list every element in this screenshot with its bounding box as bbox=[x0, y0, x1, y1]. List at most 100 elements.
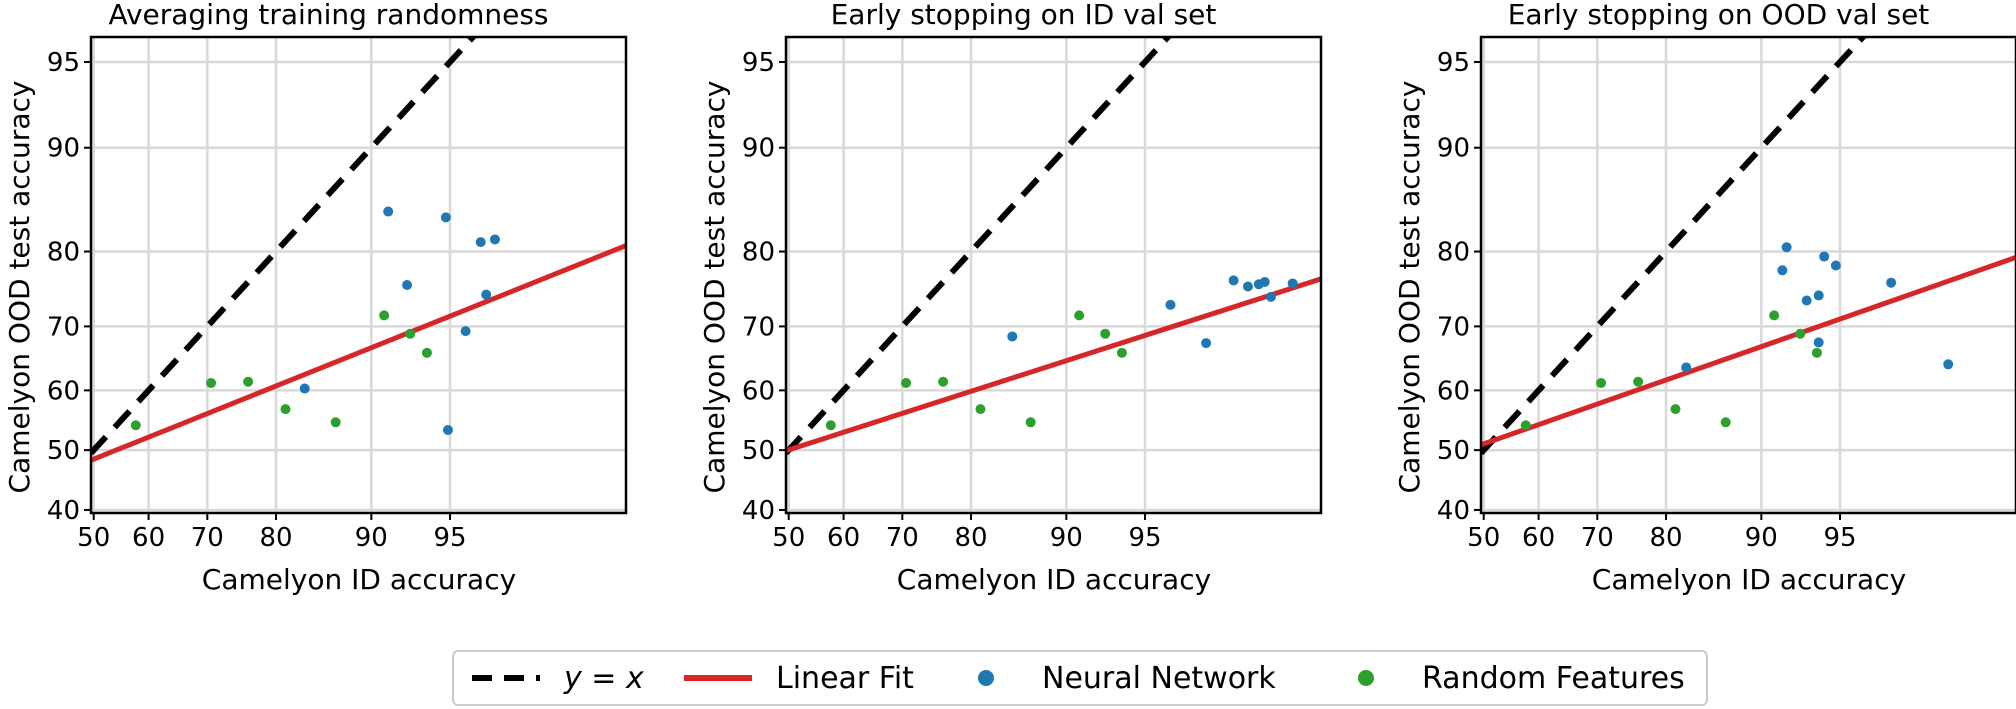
x-tick-label: 95 bbox=[1128, 523, 1161, 553]
neural-network-point bbox=[460, 326, 471, 337]
random-features-point bbox=[243, 376, 254, 387]
neural-network-point bbox=[402, 279, 413, 290]
x-tick-label: 70 bbox=[1581, 523, 1614, 553]
y-tick-label: 80 bbox=[47, 238, 80, 268]
random-features-point bbox=[1100, 328, 1111, 339]
x-tick-label: 70 bbox=[191, 523, 224, 553]
random-features-point bbox=[405, 328, 416, 339]
x-tick-label: 90 bbox=[355, 523, 388, 553]
neural-network-point bbox=[475, 237, 486, 248]
x-tick-label: 60 bbox=[827, 523, 860, 553]
neural-network-point bbox=[442, 425, 453, 436]
neural-network-point bbox=[1007, 331, 1018, 342]
y-tick-label: 95 bbox=[742, 48, 775, 78]
x-tick-label: 50 bbox=[772, 523, 805, 553]
linear-fit-line bbox=[91, 243, 626, 463]
y-tick-label: 40 bbox=[1437, 496, 1470, 526]
legend-neural-label: Neural Network bbox=[1042, 660, 1276, 696]
random-features-point bbox=[1795, 328, 1806, 339]
neural-network-point bbox=[440, 212, 451, 223]
neural-network-point bbox=[1265, 291, 1276, 302]
neural-network-point bbox=[1777, 265, 1788, 276]
plot-area bbox=[1481, 37, 2016, 456]
neural-network-point bbox=[481, 289, 492, 300]
linear-fit-line bbox=[1481, 255, 2016, 448]
legend-item-random: Random Features bbox=[1354, 652, 1685, 704]
random-features-point bbox=[1670, 404, 1681, 415]
legend-item-identity: y = x bbox=[470, 652, 644, 704]
y-tick-label: 70 bbox=[742, 312, 775, 342]
y-tick-label: 40 bbox=[742, 496, 775, 526]
y-tick-label: 70 bbox=[47, 312, 80, 342]
random-features-point bbox=[1116, 347, 1127, 358]
y-axis-label: Camelyon OOD test accuracy bbox=[1393, 81, 1426, 494]
neural-network-point bbox=[489, 234, 500, 245]
neural-network-point bbox=[1781, 242, 1792, 253]
y-tick-label: 50 bbox=[1437, 436, 1470, 466]
y-tick-label: 60 bbox=[1437, 376, 1470, 406]
x-tick-label: 80 bbox=[259, 523, 292, 553]
random-features-point bbox=[1720, 417, 1731, 428]
neural-network-point bbox=[1242, 281, 1253, 292]
y-tick-label: 50 bbox=[742, 436, 775, 466]
legend-fit-label: Linear Fit bbox=[776, 660, 914, 696]
random-features-point bbox=[1074, 310, 1085, 321]
x-tick-label: 80 bbox=[954, 523, 987, 553]
y-tick-label: 70 bbox=[1437, 312, 1470, 342]
identity-line bbox=[786, 37, 1173, 456]
y-tick-label: 95 bbox=[1437, 48, 1470, 78]
random-features-point bbox=[1596, 378, 1607, 389]
random-features-point bbox=[1769, 310, 1780, 321]
y-tick-label: 50 bbox=[47, 436, 80, 466]
chart-title: Early stopping on ID val set bbox=[831, 0, 1217, 31]
y-tick-label: 90 bbox=[742, 134, 775, 164]
linear-fit-line bbox=[786, 276, 1321, 454]
random-features-point bbox=[825, 420, 836, 431]
legend-item-neural: Neural Network bbox=[974, 652, 1276, 704]
identity-line bbox=[91, 37, 478, 456]
y-tick-label: 90 bbox=[47, 134, 80, 164]
neural-network-point bbox=[1801, 295, 1812, 306]
neural-network-point bbox=[1201, 338, 1212, 349]
x-axis-label: Camelyon ID accuracy bbox=[202, 563, 516, 596]
neural-network-point bbox=[299, 383, 310, 394]
neural-network-point bbox=[1681, 362, 1692, 373]
plot-frame bbox=[89, 35, 628, 515]
neural-network-point bbox=[1813, 290, 1824, 301]
dashed-line-icon bbox=[472, 675, 540, 681]
x-tick-label: 50 bbox=[1467, 523, 1500, 553]
x-axis-label: Camelyon ID accuracy bbox=[897, 563, 1211, 596]
y-tick-label: 60 bbox=[47, 376, 80, 406]
y-tick-label: 80 bbox=[1437, 238, 1470, 268]
neural-network-point bbox=[1287, 278, 1298, 289]
chart-title: Averaging training randomness bbox=[108, 0, 548, 31]
y-axis-label: Camelyon OOD test accuracy bbox=[3, 81, 36, 494]
y-axis-label: Camelyon OOD test accuracy bbox=[698, 81, 731, 494]
neural-network-point bbox=[1830, 260, 1841, 271]
x-axis-label: Camelyon ID accuracy bbox=[1592, 563, 1906, 596]
plot-area bbox=[91, 37, 626, 463]
x-tick-label: 95 bbox=[433, 523, 466, 553]
green-dot-icon bbox=[1358, 670, 1374, 686]
y-tick-label: 90 bbox=[1437, 134, 1470, 164]
x-tick-label: 60 bbox=[1522, 523, 1555, 553]
random-features-point bbox=[1633, 376, 1644, 387]
plot-area bbox=[786, 37, 1321, 456]
legend: y = x Linear Fit Neural Network Random F… bbox=[452, 650, 1708, 706]
plot-frame bbox=[1479, 35, 2016, 515]
neural-network-point bbox=[1943, 359, 1954, 370]
neural-network-point bbox=[1259, 276, 1270, 287]
identity-line bbox=[1481, 37, 1868, 456]
random-features-point bbox=[130, 420, 141, 431]
plot-frame bbox=[784, 35, 1323, 515]
y-tick-label: 80 bbox=[742, 238, 775, 268]
x-tick-label: 95 bbox=[1823, 523, 1856, 553]
neural-network-point bbox=[1819, 251, 1830, 262]
neural-network-point bbox=[1886, 277, 1897, 288]
random-features-point bbox=[1520, 420, 1531, 431]
legend-identity-label: y = x bbox=[564, 660, 644, 696]
